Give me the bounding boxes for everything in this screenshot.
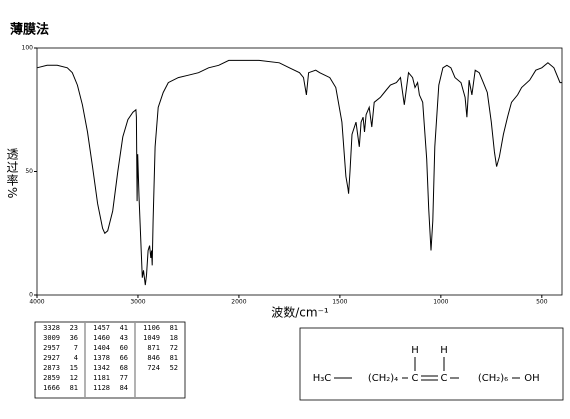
peak-wavenumber: 1378 xyxy=(93,354,110,362)
peak-transmittance: 81 xyxy=(170,354,178,362)
formula-part: C xyxy=(412,373,419,384)
peak-transmittance: 60 xyxy=(120,344,128,352)
peak-transmittance: 4 xyxy=(74,354,78,362)
x-tick-label: 1000 xyxy=(433,299,448,306)
x-tick-label: 3000 xyxy=(130,299,145,306)
x-tick-label: 4000 xyxy=(29,299,44,306)
peak-transmittance: 36 xyxy=(70,334,78,342)
peak-transmittance: 81 xyxy=(70,384,78,392)
formula-h: H xyxy=(440,345,448,356)
formula-part: H₃C xyxy=(313,373,332,384)
peak-transmittance: 68 xyxy=(120,364,128,372)
y-tick-label: 100 xyxy=(22,45,34,52)
peak-wavenumber: 1457 xyxy=(93,324,110,332)
peak-wavenumber: 1049 xyxy=(143,334,160,342)
peak-table-frame xyxy=(34,321,186,399)
x-tick-label: 1500 xyxy=(332,299,347,306)
peak-transmittance: 23 xyxy=(70,324,78,332)
peak-transmittance: 84 xyxy=(120,384,128,392)
y-tick-label: 50 xyxy=(25,168,33,175)
peak-wavenumber: 2873 xyxy=(43,364,60,372)
peak-transmittance: 72 xyxy=(170,344,178,352)
peak-wavenumber: 724 xyxy=(147,364,160,372)
peak-wavenumber: 1106 xyxy=(143,324,160,332)
y-tick-label: 0 xyxy=(29,292,33,299)
peak-transmittance: 43 xyxy=(120,334,128,342)
peak-wavenumber: 1181 xyxy=(93,374,110,382)
x-axis-label: 波数/cm⁻¹ xyxy=(271,305,329,320)
peak-wavenumber: 1460 xyxy=(93,334,110,342)
peak-transmittance: 18 xyxy=(170,334,178,342)
peak-wavenumber: 1404 xyxy=(93,344,110,352)
x-tick-label: 500 xyxy=(536,299,548,306)
formula-h: H xyxy=(411,345,419,356)
chart-title: 薄膜法 xyxy=(10,22,49,38)
peak-wavenumber: 1128 xyxy=(93,384,110,392)
peak-wavenumber: 3328 xyxy=(43,324,60,332)
peak-wavenumber: 1666 xyxy=(43,384,60,392)
formula-part: (CH₂)₄ xyxy=(368,373,398,384)
peak-transmittance: 15 xyxy=(70,364,78,372)
peak-transmittance: 12 xyxy=(70,374,78,382)
formula-part: C xyxy=(441,373,448,384)
peak-wavenumber: 1342 xyxy=(93,364,110,372)
peak-wavenumber: 846 xyxy=(147,354,160,362)
peak-wavenumber: 2957 xyxy=(43,344,60,352)
formula-part: OH xyxy=(524,373,539,384)
formula-part: (CH₂)₆ xyxy=(478,373,508,384)
peak-transmittance: 41 xyxy=(120,324,128,332)
peak-wavenumber: 3009 xyxy=(43,334,60,342)
peak-transmittance: 77 xyxy=(120,374,128,382)
peak-transmittance: 52 xyxy=(170,364,178,372)
plot-frame xyxy=(36,47,563,296)
x-tick-label: 2000 xyxy=(231,299,246,306)
peak-transmittance: 66 xyxy=(120,354,128,362)
peak-transmittance: 81 xyxy=(170,324,178,332)
peak-wavenumber: 2859 xyxy=(43,374,60,382)
peak-wavenumber: 2927 xyxy=(43,354,60,362)
y-axis-label: 透过率% xyxy=(5,148,19,200)
spectrum-line xyxy=(36,59,562,286)
peak-wavenumber: 871 xyxy=(147,344,160,352)
structure-frame xyxy=(299,327,564,401)
peak-transmittance: 7 xyxy=(74,344,78,352)
